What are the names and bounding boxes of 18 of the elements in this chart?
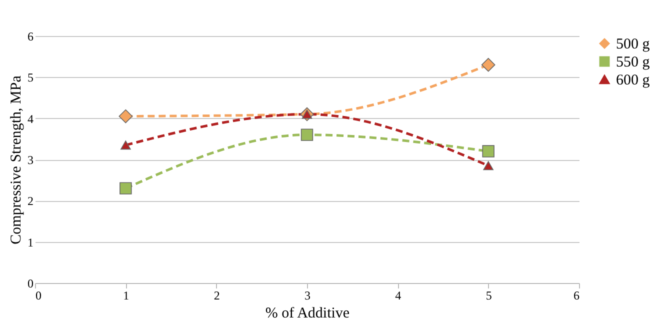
x-axis-title: % of Additive	[265, 306, 350, 322]
legend-label: 600 g	[616, 72, 650, 88]
y-tick-label: 3	[28, 153, 34, 167]
y-tick-label: 0	[28, 276, 34, 290]
x-tick-label: 3	[304, 288, 310, 302]
x-tick-label: 6	[574, 288, 580, 302]
legend-label: 500 g	[616, 36, 650, 52]
y-tick-label: 5	[28, 70, 34, 85]
y-tick-label: 4	[28, 112, 34, 126]
x-tick-label: 1	[123, 288, 130, 302]
x-tick-label: 2	[214, 288, 220, 302]
y-tick-label: 6	[28, 30, 34, 44]
x-tick-label: 5	[486, 288, 492, 302]
y-tick-label: 2	[28, 194, 34, 208]
y-axis-title: Compressive Strength, MPa	[8, 75, 24, 244]
y-tick-label: 1	[28, 235, 34, 250]
x-tick-label: 4	[395, 288, 402, 302]
legend-label: 550 g	[616, 54, 650, 70]
